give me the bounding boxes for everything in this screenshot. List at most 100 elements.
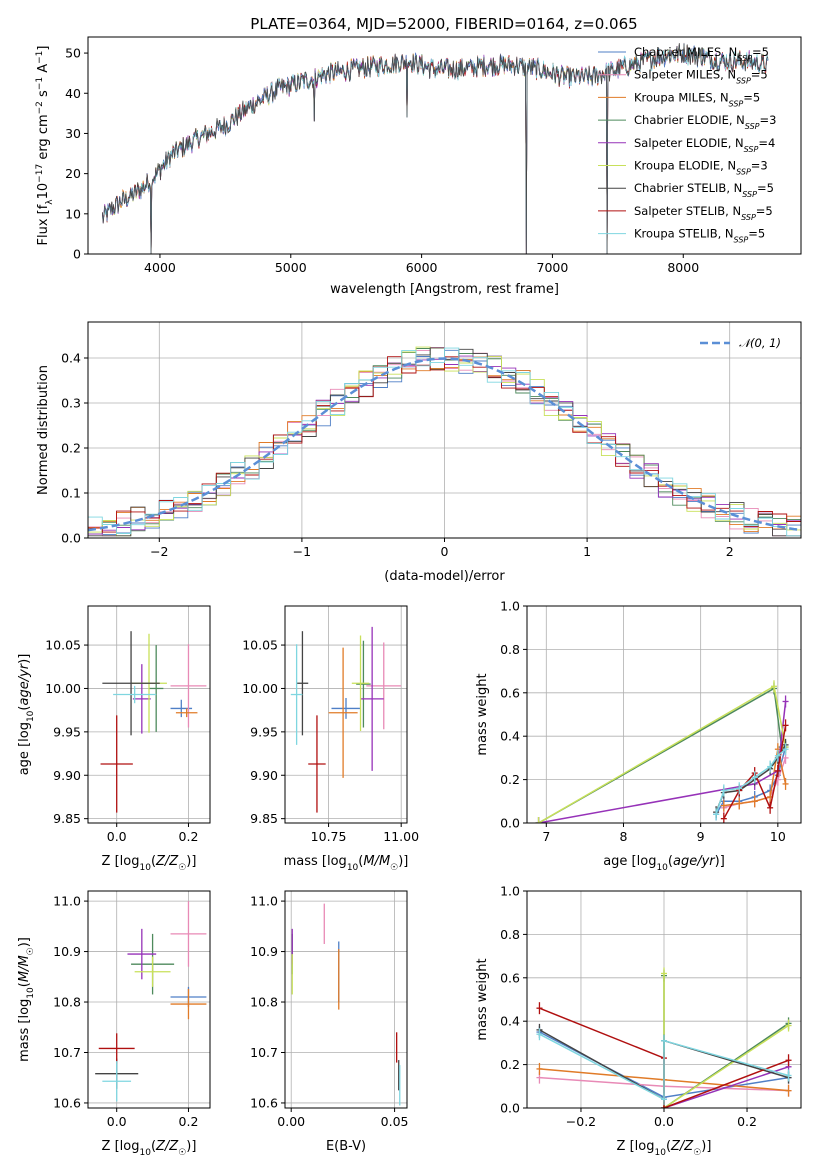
y-tick-label: 10.7 xyxy=(53,1045,81,1060)
x-axis-label: wavelength [Angstrom, rest frame] xyxy=(330,282,559,297)
errorbar-salpeter-miles xyxy=(170,901,207,967)
legend-entry: Kroupa ELODIE, NSSP=3 xyxy=(634,159,768,177)
legend-entry: Kroupa MILES, NSSP=5 xyxy=(634,90,760,108)
axes-border xyxy=(284,605,408,824)
y-tick-label: 0.4 xyxy=(500,729,520,744)
y-axis-label: mass weight xyxy=(475,673,490,755)
y-tick-label: 0.2 xyxy=(61,441,81,456)
plot-area xyxy=(100,631,207,813)
x-tick-label: 0.2 xyxy=(179,829,199,844)
weight-line xyxy=(723,725,787,820)
y-tick-label: 10.9 xyxy=(250,944,278,959)
x-tick-label: −2 xyxy=(150,544,168,559)
x-tick-label: 2 xyxy=(726,544,734,559)
x-tick-label: 7 xyxy=(542,829,550,844)
x-axis-label: Z [log10(Z/Z☉)] xyxy=(102,854,197,873)
errorbar-salpeter-elodie xyxy=(132,664,151,734)
legend-entry: Kroupa STELIB, NSSP=5 xyxy=(634,227,765,245)
plot-area xyxy=(535,680,789,823)
y-tick-label: 9.85 xyxy=(250,811,278,826)
plot-area xyxy=(536,967,792,1108)
x-tick-label: 0.0 xyxy=(654,1114,674,1129)
x-axis-label: E(B-V) xyxy=(326,1139,366,1154)
axes-frame: 7 8 9 10 0.0 0.2 0.4 0.6 0.8 1.0 xyxy=(500,599,802,844)
figure-title: PLATE=0364, MJD=52000, FIBERID=0164, z=0… xyxy=(250,15,637,33)
spectrum-line-chabrier-stelib xyxy=(102,43,769,254)
x-tick-label: −0.2 xyxy=(566,1114,596,1129)
legend-entry: Salpeter MILES, NSSP=5 xyxy=(634,68,768,86)
weight-line xyxy=(663,1066,789,1108)
y-tick-label: 1.0 xyxy=(500,884,520,899)
y-tick-label: 10.00 xyxy=(242,681,278,696)
y-tick-label: 20 xyxy=(65,166,81,181)
y-tick-label: 0 xyxy=(73,247,81,262)
axes-frame: −0.2 0.0 0.2 0.0 0.2 0.4 0.6 0.8 1.0 xyxy=(500,884,802,1129)
mass-vs-ebv-panel: 0.00 0.05 10.6 10.7 10.8 10.9 11.0 E(B-V) xyxy=(250,890,409,1154)
errorbar-salpeter-stelib xyxy=(308,715,326,813)
x-axis-label: age [log10(age/yr)] xyxy=(603,854,725,873)
errorbar-salpeter-elodie xyxy=(360,626,384,771)
errorbar-kroupa-stelib xyxy=(102,1061,132,1102)
plot-area xyxy=(88,346,801,537)
y-tick-label: 9.95 xyxy=(53,724,81,739)
mass-vs-metallicity-panel: 0.0 0.2 10.6 10.7 10.8 10.9 11.0 Z [log10(Z/Z☉)… xyxy=(17,890,211,1158)
y-tick-label: 1.0 xyxy=(500,599,520,614)
errorbar-chabrier-stelib xyxy=(296,631,309,736)
y-axis-label: Normed distribution xyxy=(36,365,51,495)
errorbar-kroupa-stelib xyxy=(290,644,303,745)
x-tick-label: 0.2 xyxy=(737,1114,757,1129)
x-tick-label: 0.0 xyxy=(107,1114,127,1129)
legend-entry: Salpeter ELODIE, NSSP=4 xyxy=(634,136,775,154)
weight-line xyxy=(539,1033,789,1101)
x-tick-label: 5000 xyxy=(275,260,307,275)
y-tick-label: 9.90 xyxy=(53,768,81,783)
y-tick-label: 0.0 xyxy=(500,1101,520,1116)
errorbar-chabrier-elodie xyxy=(356,640,371,728)
plot-area xyxy=(290,626,402,813)
residuals-legend: 𝒩(0, 1) xyxy=(700,336,781,350)
y-tick-label: 30 xyxy=(65,126,81,141)
axes-border xyxy=(87,890,211,1109)
errorbar-chabrier-stelib xyxy=(102,631,160,736)
errorbar-chabrier-miles xyxy=(331,698,361,719)
y-tick-label: 9.95 xyxy=(250,724,278,739)
y-tick-label: 0.0 xyxy=(61,531,81,546)
x-tick-label: 8 xyxy=(620,829,628,844)
axes-border xyxy=(87,605,211,824)
x-tick-label: 0.0 xyxy=(107,829,127,844)
y-tick-label: 0.8 xyxy=(500,642,520,657)
age-vs-metallicity-panel: 0.0 0.2 9.85 9.90 9.95 10.00 10.05 Z [log10(Z/Z… xyxy=(17,605,211,873)
axes-frame: 0.00 0.05 10.6 10.7 10.8 10.9 11.0 xyxy=(250,890,409,1129)
x-axis-label: mass [log10(M/M☉)] xyxy=(284,854,409,873)
y-tick-label: 9.90 xyxy=(250,768,278,783)
histogram-salpeter-stelib xyxy=(88,356,801,533)
y-tick-label: 10.6 xyxy=(250,1095,278,1110)
y-tick-label: 10.9 xyxy=(53,944,81,959)
y-tick-label: 0.6 xyxy=(500,685,520,700)
y-tick-label: 0.4 xyxy=(500,1014,520,1029)
residuals-panel: −2 −1 0 1 2 0.0 0.1 0.2 0.3 0.4 (data-model)/error… xyxy=(36,321,802,584)
y-tick-label: 10 xyxy=(65,206,81,221)
y-tick-label: 9.85 xyxy=(53,811,81,826)
errorbar-salpeter-stelib xyxy=(98,1033,135,1064)
y-tick-label: 10.05 xyxy=(242,638,278,653)
plot-area xyxy=(102,42,769,254)
errorbar-kroupa-miles xyxy=(170,988,207,1020)
y-tick-label: 10.8 xyxy=(250,995,278,1010)
y-tick-label: 10.6 xyxy=(53,1095,81,1110)
weight-series-salpeter-elodie xyxy=(535,695,789,823)
plot-area xyxy=(95,901,207,1102)
x-tick-label: 4000 xyxy=(144,260,176,275)
axes-frame: 10.75 11.00 9.85 9.90 9.95 10.00 10.05 xyxy=(242,605,419,844)
x-tick-label: 6000 xyxy=(406,260,438,275)
y-axis-label: Flux [fλ10−17 erg cm−2 s−1 A−1] xyxy=(35,46,55,246)
y-tick-label: 0.2 xyxy=(500,772,520,787)
weight-series-kroupa-elodie xyxy=(661,967,792,1108)
legend-entry: 𝒩(0, 1) xyxy=(739,336,781,350)
weight-series-kroupa-stelib xyxy=(713,743,789,821)
weight-line xyxy=(538,701,787,823)
x-axis-label: Z [log10(Z/Z☉)] xyxy=(102,1139,197,1158)
legend-entry: Chabrier MILES, NSSP=5 xyxy=(634,45,769,63)
errorbar-kroupa-elodie xyxy=(351,635,370,731)
